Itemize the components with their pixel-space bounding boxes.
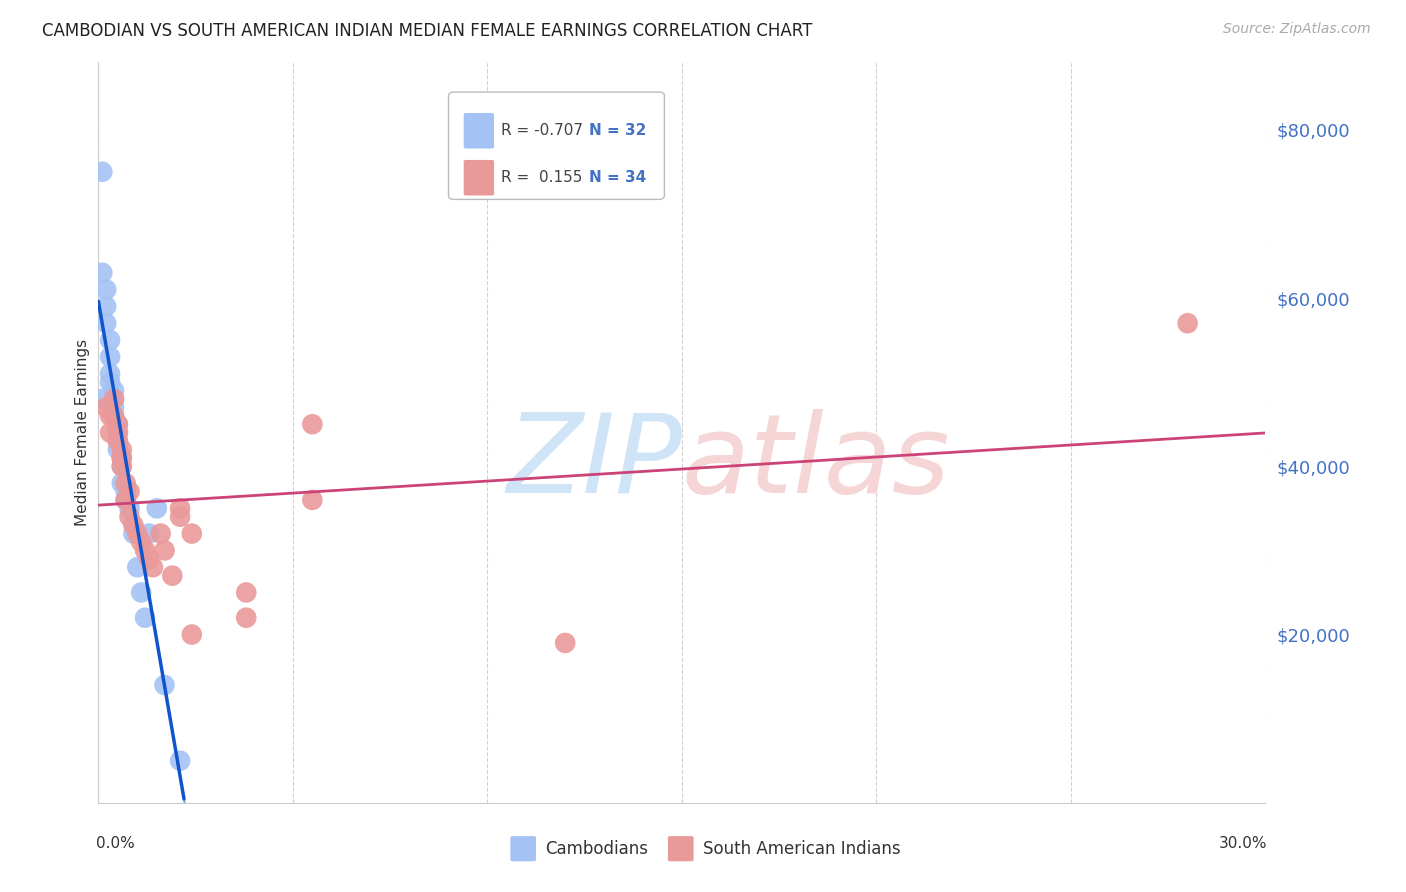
- Point: [153, 543, 176, 558]
- Point: [118, 501, 141, 516]
- Point: [103, 384, 125, 398]
- Point: [122, 526, 145, 541]
- Point: [180, 627, 202, 641]
- Point: [169, 509, 191, 524]
- Point: [301, 417, 323, 432]
- Point: [153, 678, 176, 692]
- Point: [103, 392, 125, 406]
- Point: [103, 409, 125, 423]
- Text: atlas: atlas: [682, 409, 950, 516]
- Point: [554, 636, 576, 650]
- Point: [138, 551, 160, 566]
- Point: [103, 392, 125, 406]
- Point: [107, 434, 129, 448]
- Text: Source: ZipAtlas.com: Source: ZipAtlas.com: [1223, 22, 1371, 37]
- Text: R =  0.155: R = 0.155: [501, 170, 582, 186]
- Point: [129, 535, 152, 549]
- Point: [162, 568, 184, 582]
- Point: [146, 501, 169, 516]
- Point: [169, 754, 191, 768]
- Point: [107, 425, 129, 440]
- Point: [111, 476, 134, 491]
- Point: [98, 333, 121, 347]
- Point: [134, 543, 156, 558]
- Point: [114, 484, 136, 499]
- Text: N = 34: N = 34: [589, 170, 645, 186]
- Point: [91, 392, 114, 406]
- Point: [96, 283, 118, 297]
- Point: [235, 585, 257, 599]
- Text: Cambodians: Cambodians: [546, 839, 648, 858]
- Point: [111, 450, 134, 465]
- Point: [91, 266, 114, 280]
- Point: [127, 560, 149, 574]
- Point: [114, 492, 136, 507]
- Point: [138, 526, 160, 541]
- Text: 0.0%: 0.0%: [96, 836, 135, 851]
- Point: [180, 526, 202, 541]
- Point: [169, 501, 191, 516]
- Text: CAMBODIAN VS SOUTH AMERICAN INDIAN MEDIAN FEMALE EARNINGS CORRELATION CHART: CAMBODIAN VS SOUTH AMERICAN INDIAN MEDIA…: [42, 22, 813, 40]
- Point: [111, 450, 134, 465]
- FancyBboxPatch shape: [668, 836, 693, 862]
- Point: [107, 425, 129, 440]
- Point: [107, 442, 129, 457]
- Point: [129, 585, 152, 599]
- Point: [107, 434, 129, 448]
- Point: [149, 526, 172, 541]
- Point: [1177, 316, 1199, 330]
- Point: [118, 484, 141, 499]
- FancyBboxPatch shape: [464, 160, 494, 195]
- Point: [98, 350, 121, 364]
- FancyBboxPatch shape: [464, 113, 494, 148]
- Point: [96, 300, 118, 314]
- Point: [235, 610, 257, 624]
- Point: [98, 425, 121, 440]
- Point: [114, 492, 136, 507]
- Point: [134, 610, 156, 624]
- Text: N = 32: N = 32: [589, 123, 645, 138]
- Y-axis label: Median Female Earnings: Median Female Earnings: [75, 339, 90, 526]
- Text: R = -0.707: R = -0.707: [501, 123, 583, 138]
- Point: [98, 409, 121, 423]
- Point: [107, 417, 129, 432]
- Point: [103, 401, 125, 415]
- Point: [111, 459, 134, 474]
- Point: [103, 409, 125, 423]
- Point: [96, 401, 118, 415]
- Point: [118, 509, 141, 524]
- Text: ZIP: ZIP: [506, 409, 682, 516]
- Point: [98, 367, 121, 381]
- Text: South American Indians: South American Indians: [703, 839, 900, 858]
- Point: [142, 560, 165, 574]
- Point: [91, 165, 114, 179]
- Point: [96, 316, 118, 330]
- FancyBboxPatch shape: [510, 836, 536, 862]
- Point: [107, 417, 129, 432]
- Point: [111, 459, 134, 474]
- Text: 30.0%: 30.0%: [1219, 836, 1268, 851]
- Point: [301, 492, 323, 507]
- Point: [98, 375, 121, 389]
- Point: [111, 442, 134, 457]
- Point: [114, 476, 136, 491]
- FancyBboxPatch shape: [449, 92, 665, 200]
- Point: [122, 518, 145, 533]
- Point: [127, 526, 149, 541]
